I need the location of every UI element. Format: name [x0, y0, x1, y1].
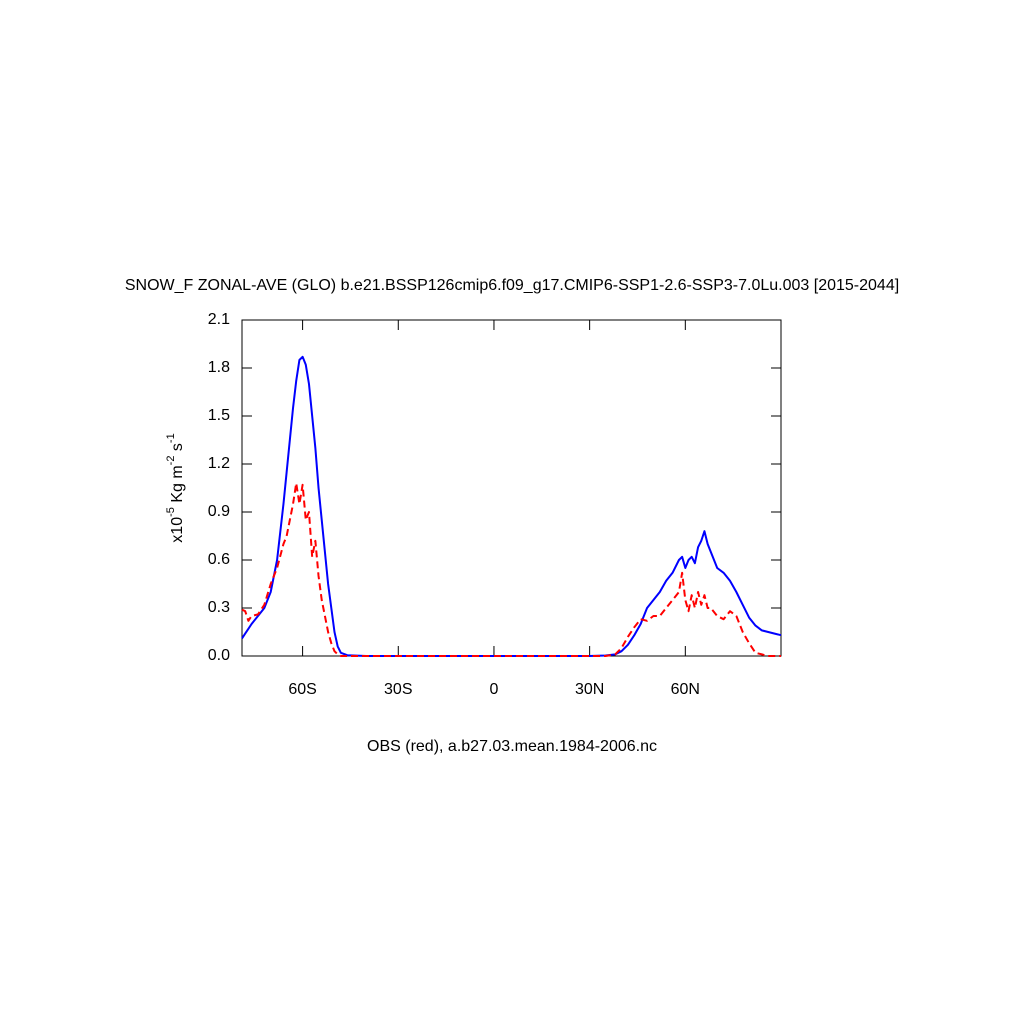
y-tick-label: 1.5 [208, 407, 230, 424]
data-line [241, 355, 782, 657]
y-tick-label: 0.9 [208, 503, 230, 520]
x-tick-label: 30N [575, 681, 604, 698]
x-tick-label: 30S [384, 681, 412, 698]
data-line [241, 482, 781, 657]
y-axis-label-part: x10 [169, 517, 186, 543]
y-axis-label-part: s [169, 443, 186, 455]
x-tick-label: 60S [288, 681, 316, 698]
x-tick-label: 60N [671, 681, 700, 698]
y-tick-label: 1.8 [208, 359, 230, 376]
y-tick-label: 0.0 [208, 647, 230, 664]
y-tick-label: 0.3 [208, 599, 230, 616]
y-axis-label-part: -2 [165, 456, 177, 466]
y-axis-label-part: -1 [165, 433, 177, 443]
y-tick-label: 2.1 [208, 311, 230, 328]
y-axis-label-part: -5 [165, 507, 177, 517]
y-axis-label-part: Kg m [169, 465, 186, 507]
chart-title: SNOW_F ZONAL-AVE (GLO) b.e21.BSSP126cmip… [125, 277, 899, 294]
y-axis-label: x10-5 Kg m-2 s-1 [165, 433, 186, 542]
y-tick-label: 1.2 [208, 455, 230, 472]
chart-subtitle: OBS (red), a.b27.03.mean.1984-2006.nc [367, 738, 657, 755]
x-tick-label: 0 [490, 681, 499, 698]
y-tick-label: 0.6 [208, 551, 230, 568]
